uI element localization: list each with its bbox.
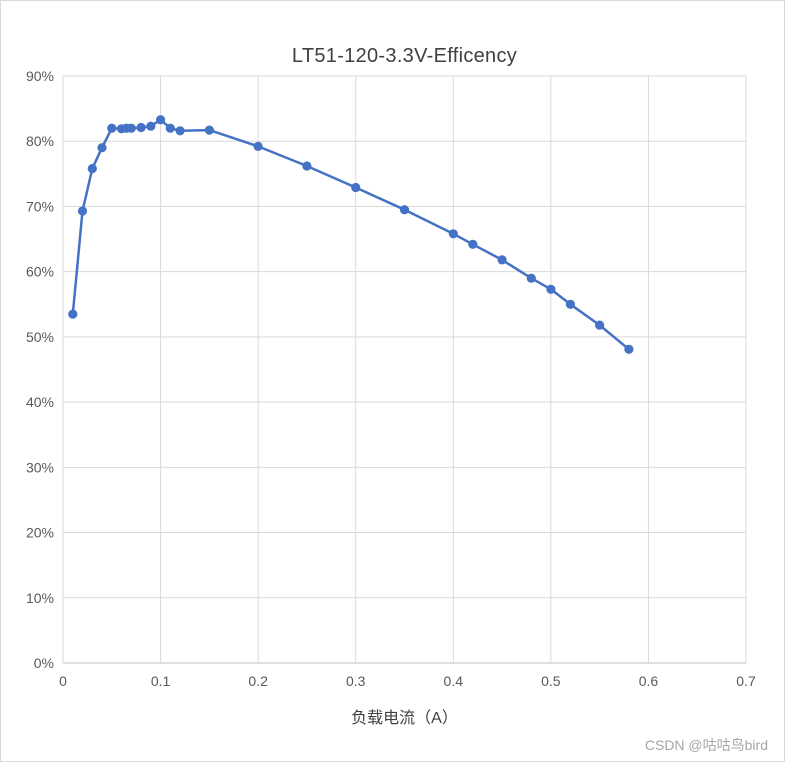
x-tick-label: 0.7 xyxy=(736,673,756,689)
y-tick-label: 50% xyxy=(26,329,54,345)
data-point xyxy=(546,284,556,294)
data-point xyxy=(126,123,136,133)
data-point xyxy=(468,239,478,249)
data-point xyxy=(448,229,458,239)
data-point xyxy=(68,309,78,319)
chart-title: LT51-120-3.3V-Efficency xyxy=(291,45,518,67)
data-point xyxy=(87,164,97,174)
y-tick-label: 40% xyxy=(26,394,54,410)
y-tick-label: 90% xyxy=(26,68,54,84)
data-point xyxy=(526,273,536,283)
series-line xyxy=(71,118,631,351)
x-tick-label: 0 xyxy=(59,673,67,689)
x-tick-label: 0.6 xyxy=(639,673,659,689)
data-point xyxy=(97,143,107,153)
x-tick-label: 0.4 xyxy=(444,673,464,689)
data-point xyxy=(136,122,146,133)
data-point xyxy=(302,161,312,171)
y-tick-label: 80% xyxy=(26,133,54,149)
data-point xyxy=(204,125,214,135)
x-tick-label: 0.1 xyxy=(151,673,171,689)
y-tick-label: 0% xyxy=(34,655,54,671)
y-tick-label: 10% xyxy=(26,590,54,606)
data-point xyxy=(497,255,507,265)
x-axis-title: 负载电流（A） xyxy=(351,710,458,727)
y-tick-label: 60% xyxy=(26,264,54,280)
y-tick-label: 70% xyxy=(26,198,54,214)
data-point xyxy=(175,126,185,136)
x-tick-label: 0.3 xyxy=(346,673,366,689)
y-tick-label: 20% xyxy=(26,525,54,541)
y-tick-label: 30% xyxy=(26,459,54,475)
data-point xyxy=(595,320,605,330)
data-point xyxy=(146,121,156,131)
data-point xyxy=(565,299,576,309)
data-point xyxy=(77,206,88,216)
data-point xyxy=(399,205,410,215)
data-point xyxy=(156,115,166,125)
x-tick-label: 0.2 xyxy=(248,673,268,689)
x-tick-label: 0.5 xyxy=(541,673,561,689)
data-point xyxy=(624,344,634,354)
data-point xyxy=(253,141,263,151)
watermark: CSDN @咕咕鸟bird xyxy=(644,737,768,753)
data-point xyxy=(351,182,361,193)
data-point xyxy=(165,123,175,133)
data-point xyxy=(107,123,117,133)
